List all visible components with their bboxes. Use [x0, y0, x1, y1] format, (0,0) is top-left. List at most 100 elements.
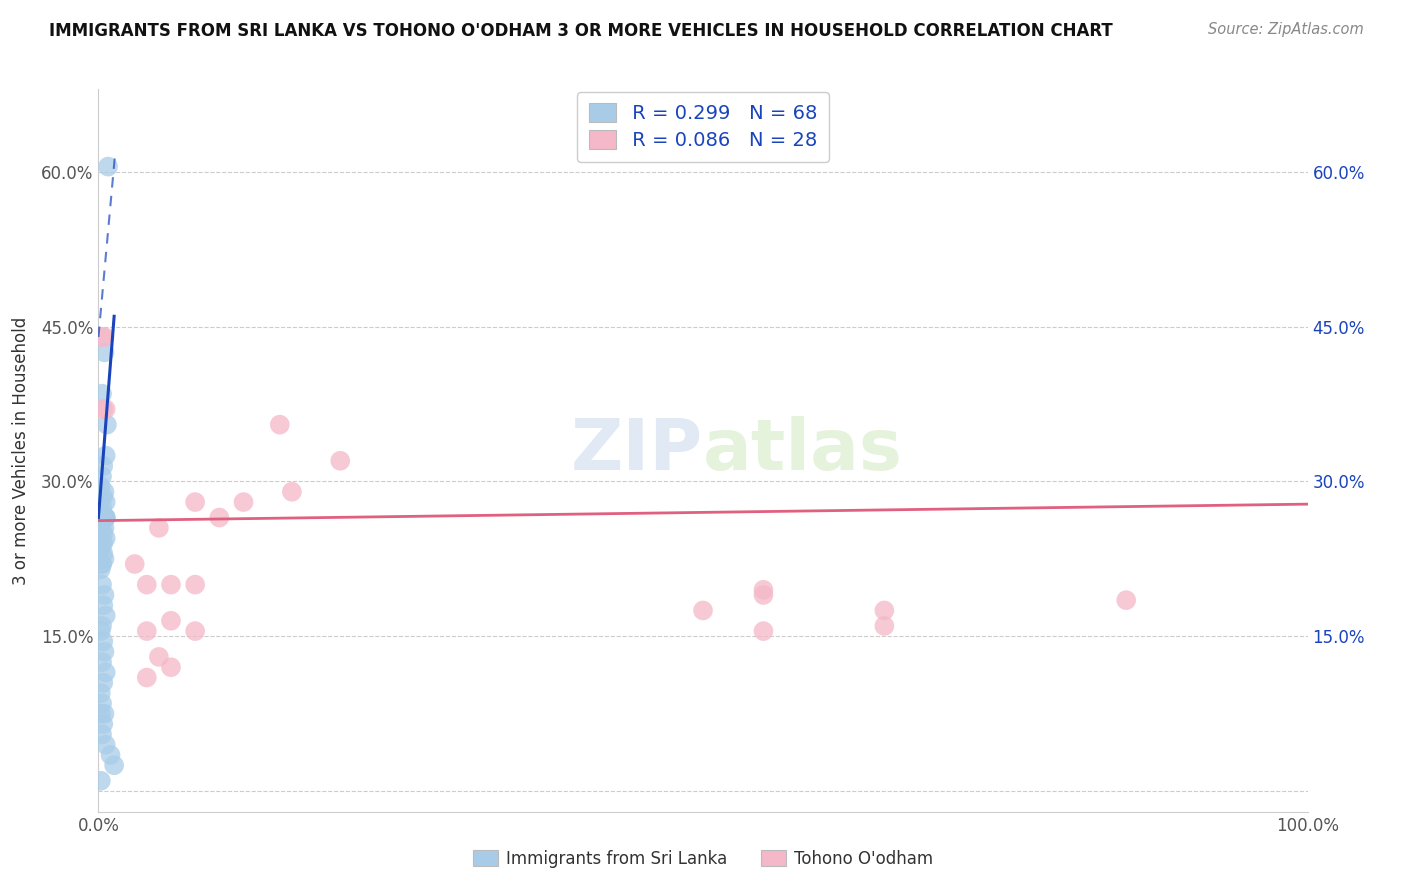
Point — [100, 747, 122, 762]
Point — [90, 510, 112, 524]
Point — [269, 417, 291, 432]
Point — [208, 510, 231, 524]
Point — [329, 454, 352, 468]
Point — [91, 510, 114, 524]
Point — [93, 521, 115, 535]
Point — [184, 495, 207, 509]
Point — [148, 521, 170, 535]
Point — [160, 660, 183, 674]
Point — [752, 582, 775, 597]
Text: atlas: atlas — [703, 416, 903, 485]
Point — [94, 510, 117, 524]
Point — [184, 624, 207, 639]
Legend:  R = 0.299   N = 68,  R = 0.086   N = 28: R = 0.299 N = 68, R = 0.086 N = 28 — [578, 92, 828, 161]
Point — [91, 547, 114, 561]
Point — [94, 449, 117, 463]
Point — [91, 490, 114, 504]
Point — [91, 458, 114, 473]
Point — [91, 696, 114, 710]
Point — [91, 619, 114, 633]
Point — [90, 541, 112, 556]
Point — [91, 510, 114, 524]
Point — [91, 510, 114, 524]
Point — [90, 624, 112, 639]
Point — [184, 577, 207, 591]
Point — [90, 505, 112, 519]
Point — [103, 758, 125, 772]
Point — [135, 671, 157, 685]
Point — [91, 634, 114, 648]
Point — [91, 402, 114, 417]
Point — [91, 510, 114, 524]
Point — [91, 557, 114, 571]
Point — [93, 645, 115, 659]
Point — [91, 510, 114, 524]
Point — [232, 495, 254, 509]
Point — [97, 160, 120, 174]
Point — [93, 510, 115, 524]
Point — [160, 577, 183, 591]
Point — [93, 345, 115, 359]
Point — [91, 510, 114, 524]
Point — [91, 655, 114, 669]
Point — [91, 577, 114, 591]
Point — [752, 624, 775, 639]
Point — [93, 588, 115, 602]
Point — [91, 526, 114, 541]
Y-axis label: 3 or more Vehicles in Household: 3 or more Vehicles in Household — [11, 317, 30, 584]
Point — [93, 484, 115, 499]
Point — [135, 624, 157, 639]
Point — [91, 717, 114, 731]
Point — [93, 706, 115, 721]
Point — [124, 557, 146, 571]
Legend: Immigrants from Sri Lanka, Tohono O'odham: Immigrants from Sri Lanka, Tohono O'odha… — [467, 844, 939, 875]
Point — [90, 480, 112, 494]
Point — [94, 738, 117, 752]
Point — [90, 510, 112, 524]
Point — [91, 510, 114, 524]
Point — [94, 608, 117, 623]
Point — [91, 536, 114, 550]
Text: ZIP: ZIP — [571, 416, 703, 485]
Point — [96, 417, 118, 432]
Point — [91, 500, 114, 515]
Point — [94, 495, 117, 509]
Point — [93, 330, 115, 344]
Point — [160, 614, 183, 628]
Point — [91, 469, 114, 483]
Point — [135, 577, 157, 591]
Point — [752, 588, 775, 602]
Point — [873, 603, 896, 617]
Point — [94, 402, 117, 417]
Point — [873, 619, 896, 633]
Point — [90, 510, 112, 524]
Point — [93, 510, 115, 524]
Point — [94, 665, 117, 680]
Point — [91, 386, 114, 401]
Point — [94, 510, 117, 524]
Point — [93, 510, 115, 524]
Point — [93, 510, 115, 524]
Point — [91, 510, 114, 524]
Point — [91, 516, 114, 530]
Point — [281, 484, 304, 499]
Point — [90, 773, 112, 788]
Point — [93, 551, 115, 566]
Point — [90, 706, 112, 721]
Text: IMMIGRANTS FROM SRI LANKA VS TOHONO O'ODHAM 3 OR MORE VEHICLES IN HOUSEHOLD CORR: IMMIGRANTS FROM SRI LANKA VS TOHONO O'OD… — [49, 22, 1114, 40]
Point — [90, 562, 112, 576]
Point — [90, 510, 112, 524]
Point — [91, 536, 114, 550]
Point — [1115, 593, 1137, 607]
Point — [91, 727, 114, 741]
Point — [91, 557, 114, 571]
Point — [91, 675, 114, 690]
Point — [91, 510, 114, 524]
Point — [94, 510, 117, 524]
Point — [148, 649, 170, 664]
Point — [91, 510, 114, 524]
Point — [91, 510, 114, 524]
Text: Source: ZipAtlas.com: Source: ZipAtlas.com — [1208, 22, 1364, 37]
Point — [91, 599, 114, 613]
Point — [692, 603, 714, 617]
